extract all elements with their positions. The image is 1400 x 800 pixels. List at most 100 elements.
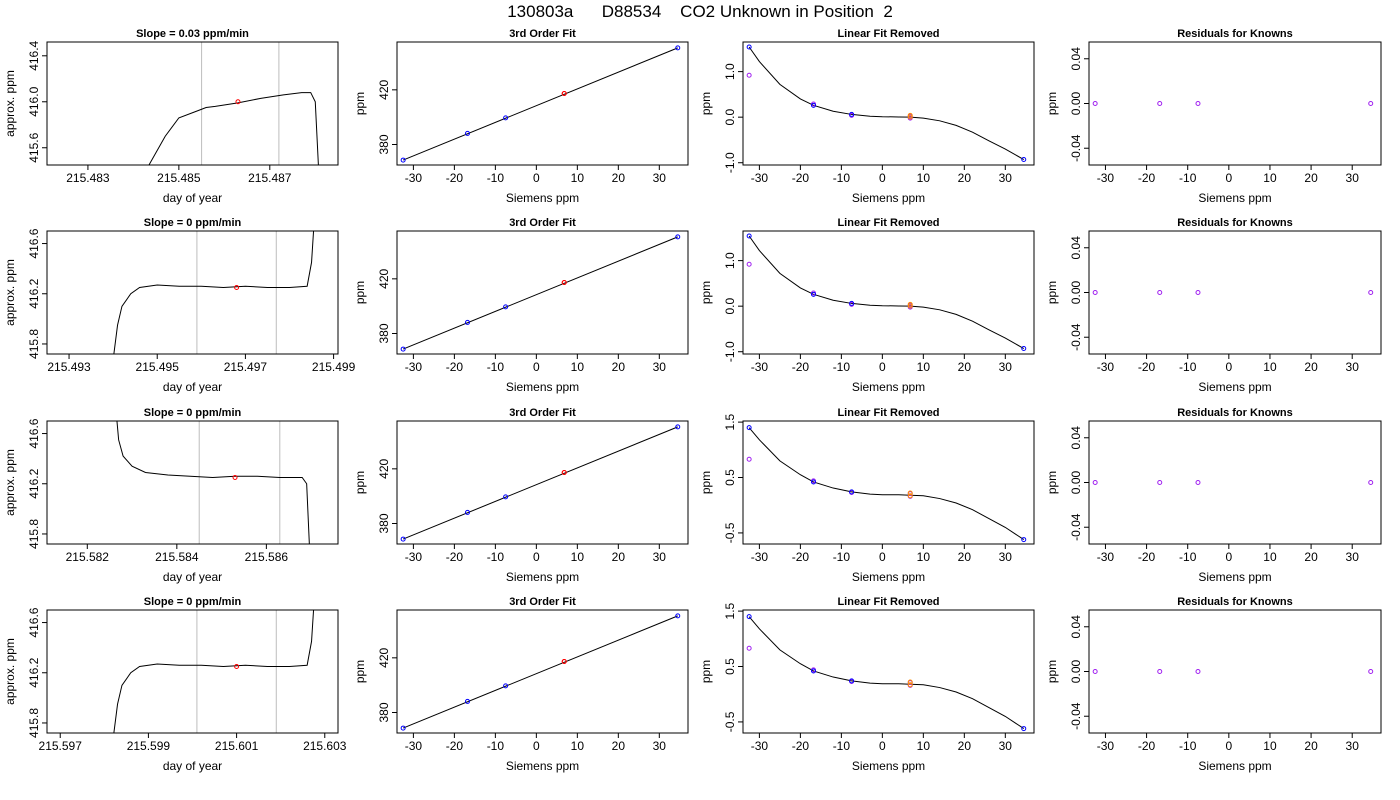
x-axis-label: day of year (163, 380, 222, 394)
known-standard-point (464, 130, 470, 136)
x-tick-label: 10 (917, 360, 931, 374)
y-tick-label: -0.04 (1069, 513, 1083, 541)
known-standard-point (400, 346, 406, 352)
residual-point (1157, 290, 1163, 295)
chart-title: Slope = 0.03 ppm/min (136, 28, 249, 40)
unknown-mean-point (234, 284, 240, 290)
y-axis-label: approx. ppm (3, 638, 17, 705)
chart-title: Slope = 0 ppm/min (144, 596, 242, 608)
y-axis-label: ppm (1045, 471, 1059, 494)
chart-title: 3rd Order Fit (509, 217, 576, 229)
y-tick-label: -0.04 (1069, 134, 1083, 162)
chart-title: Slope = 0 ppm/min (144, 217, 242, 229)
x-tick-label: 10 (571, 739, 585, 753)
y-tick-label: 416.6 (27, 607, 41, 637)
x-tick-label: 20 (958, 739, 972, 753)
known-standard-point (464, 319, 470, 325)
x-tick-label: 20 (958, 550, 972, 564)
x-tick-label: -10 (833, 171, 851, 185)
orange-point (907, 682, 913, 688)
x-tick-label: -30 (405, 171, 423, 185)
y-tick-label: 416.6 (27, 228, 41, 258)
x-tick-label: -20 (792, 550, 810, 564)
y-tick-label: 0.0 (723, 109, 737, 126)
known-standard-point (1021, 726, 1027, 732)
x-tick-label: -30 (405, 550, 423, 564)
residual-point (1157, 101, 1163, 106)
plot-frame (396, 230, 689, 355)
chart-panel-4-4: Residuals for Knowns -30 -20 -10 0 10 20 30 -0.0… (1045, 596, 1382, 773)
y-tick-label: 0.00 (1069, 91, 1083, 115)
y-tick-label: -0.04 (1069, 702, 1083, 730)
known-standard-point (675, 613, 681, 619)
x-tick-label: 10 (917, 739, 931, 753)
chart-title: Residuals for Knowns (1177, 28, 1293, 40)
x-tick-label: 215.487 (248, 171, 292, 185)
residual-point (1195, 480, 1201, 485)
known-standard-point (1021, 157, 1027, 163)
x-tick-label: 215.601 (215, 739, 259, 753)
x-tick-label: -30 (751, 360, 769, 374)
known-standard-point (400, 725, 406, 731)
residual-point (1368, 669, 1374, 674)
x-axis-label: Siemens ppm (852, 570, 925, 584)
plot-data (1092, 480, 1374, 485)
x-tick-label: -20 (792, 171, 810, 185)
x-tick-label: -10 (833, 360, 851, 374)
x-tick-label: 215.497 (224, 360, 268, 374)
x-tick-label: 215.597 (39, 739, 83, 753)
purple-point (746, 261, 752, 267)
x-tick-label: -30 (1097, 171, 1115, 185)
x-tick-label: 20 (1304, 171, 1318, 185)
x-tick-label: 10 (571, 171, 585, 185)
known-standard-point (675, 45, 681, 51)
x-axis-label: Siemens ppm (1198, 570, 1271, 584)
chart-panel-1-3: Linear Fit Removed -30 -20 -10 0 10 20 30 -1.0 0.… (699, 28, 1035, 205)
plot-frame (742, 230, 1035, 355)
x-tick-label: 30 (1346, 360, 1360, 374)
x-tick-label: 215.499 (312, 360, 356, 374)
x-tick-label: 30 (999, 171, 1013, 185)
y-tick-label: 0.00 (1069, 659, 1083, 683)
chart-panel-4-3: Linear Fit Removed -30 -20 -10 0 10 20 30 -0.5 0.… (699, 596, 1035, 773)
x-tick-label: -30 (1097, 739, 1115, 753)
fit-line (402, 426, 678, 540)
fit-line (402, 47, 678, 161)
plot-frame (742, 420, 1035, 545)
x-tick-label: -10 (487, 360, 505, 374)
x-axis-label: Siemens ppm (1198, 380, 1271, 394)
y-tick-label: 416.4 (27, 40, 41, 70)
y-tick-label: 416.2 (27, 278, 41, 308)
known-standard-point (503, 115, 509, 121)
y-axis-label: approx. ppm (3, 259, 17, 326)
chart-panel-1-2: 3rd Order Fit -30 -20 -10 0 10 20 30 380 420 Sieme… (353, 28, 689, 205)
x-tick-label: 215.582 (66, 550, 110, 564)
plot-data (746, 44, 1027, 163)
x-tick-label: -20 (446, 360, 464, 374)
purple-point (746, 645, 752, 651)
fit-curve (748, 427, 1025, 540)
known-standard-point (810, 479, 816, 485)
y-tick-label: 0.04 (1069, 615, 1083, 639)
x-tick-label: 10 (917, 171, 931, 185)
known-standard-point (1021, 346, 1027, 352)
chart-panel-2-2: 3rd Order Fit -30 -20 -10 0 10 20 30 380 420 Sieme… (353, 217, 689, 394)
orange-point (907, 679, 913, 685)
known-standard-point (849, 300, 855, 306)
y-tick-label: 416.2 (27, 657, 41, 687)
x-axis-label: Siemens ppm (852, 380, 925, 394)
chart-panel-2-4: Residuals for Knowns -30 -20 -10 0 10 20 30 -0.0… (1045, 217, 1382, 394)
known-standard-point (810, 668, 816, 674)
y-tick-label: 0.00 (1069, 470, 1083, 494)
concentration-trace (148, 92, 319, 165)
purple-point (746, 72, 752, 78)
x-axis-label: Siemens ppm (506, 191, 579, 205)
x-tick-label: -30 (751, 739, 769, 753)
x-tick-label: -30 (1097, 550, 1115, 564)
fit-line (402, 615, 678, 729)
fit-line (402, 236, 678, 350)
known-standard-point (675, 424, 681, 430)
residual-point (1368, 290, 1374, 295)
y-tick-label: 0.04 (1069, 236, 1083, 260)
